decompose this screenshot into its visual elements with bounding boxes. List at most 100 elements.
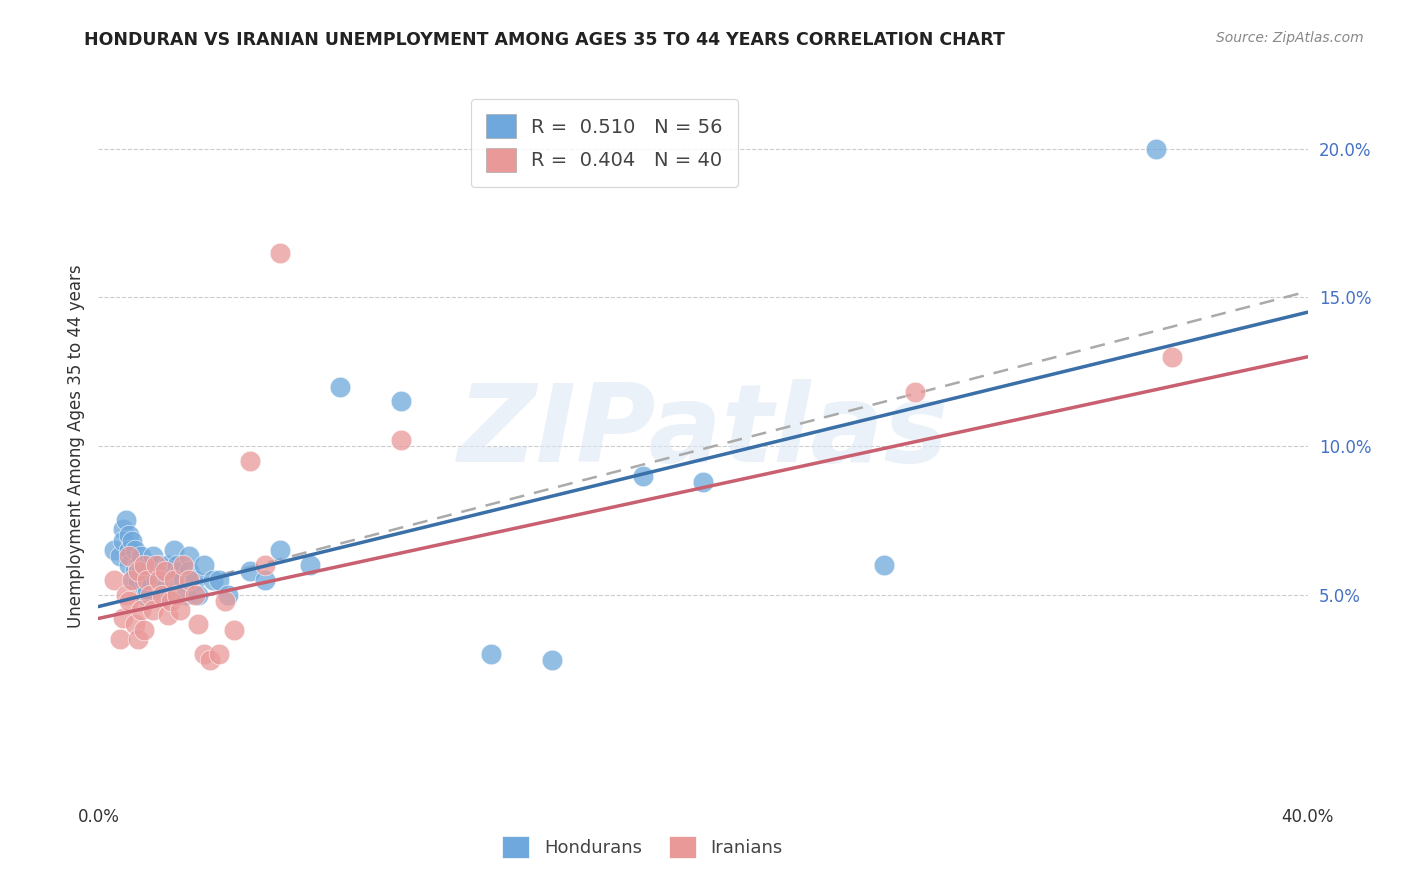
Point <box>160 593 183 607</box>
Point <box>202 573 225 587</box>
Point <box>121 534 143 549</box>
Point <box>118 549 141 563</box>
Point <box>187 588 209 602</box>
Point <box>166 588 188 602</box>
Point <box>124 617 146 632</box>
Point <box>156 608 179 623</box>
Point <box>1144 142 1167 156</box>
Point <box>179 564 201 578</box>
Point <box>481 647 503 661</box>
Point <box>179 549 201 563</box>
Point <box>187 617 209 632</box>
Legend: Hondurans, Iranians: Hondurans, Iranians <box>495 829 790 865</box>
Point <box>193 647 215 661</box>
Point <box>184 588 207 602</box>
Point <box>129 549 152 563</box>
Point <box>111 522 134 536</box>
Point <box>163 543 186 558</box>
Point <box>127 573 149 587</box>
Point <box>114 588 136 602</box>
Point <box>118 558 141 572</box>
Point <box>253 573 276 587</box>
Point <box>139 558 162 572</box>
Point <box>253 558 276 572</box>
Point <box>108 632 131 647</box>
Point <box>132 624 155 638</box>
Point <box>153 588 176 602</box>
Y-axis label: Unemployment Among Ages 35 to 44 years: Unemployment Among Ages 35 to 44 years <box>66 264 84 628</box>
Point <box>127 564 149 578</box>
Point <box>208 647 231 661</box>
Point <box>156 558 179 572</box>
Point <box>208 573 231 587</box>
Point <box>145 573 167 587</box>
Point <box>124 543 146 558</box>
Point <box>132 573 155 587</box>
Point <box>148 573 170 587</box>
Point <box>124 564 146 578</box>
Point <box>160 573 183 587</box>
Point <box>129 564 152 578</box>
Point <box>239 564 262 578</box>
Point <box>121 573 143 587</box>
Point <box>142 564 165 578</box>
Point <box>129 602 152 616</box>
Point <box>169 602 191 616</box>
Point <box>142 549 165 563</box>
Point <box>148 558 170 572</box>
Text: Source: ZipAtlas.com: Source: ZipAtlas.com <box>1216 31 1364 45</box>
Point <box>166 558 188 572</box>
Point <box>148 573 170 587</box>
Text: ZIPatlas: ZIPatlas <box>457 379 949 484</box>
Point <box>103 543 125 558</box>
Point <box>127 632 149 647</box>
Point <box>111 611 134 625</box>
Point <box>193 558 215 572</box>
Point <box>135 573 157 587</box>
Point <box>200 653 222 667</box>
Point <box>389 394 412 409</box>
Point <box>169 564 191 578</box>
Point <box>111 534 134 549</box>
Point <box>873 558 896 572</box>
Point <box>118 528 141 542</box>
Point <box>103 573 125 587</box>
Point <box>118 593 141 607</box>
Point <box>329 379 352 393</box>
Point <box>389 433 412 447</box>
Point <box>153 564 176 578</box>
Point <box>142 602 165 616</box>
Text: HONDURAN VS IRANIAN UNEMPLOYMENT AMONG AGES 35 TO 44 YEARS CORRELATION CHART: HONDURAN VS IRANIAN UNEMPLOYMENT AMONG A… <box>84 31 1005 49</box>
Point <box>145 558 167 572</box>
Point <box>172 558 194 572</box>
Point <box>174 588 197 602</box>
Point <box>150 588 173 602</box>
Point <box>184 573 207 587</box>
Point <box>904 385 927 400</box>
Point <box>150 564 173 578</box>
Point <box>172 573 194 587</box>
Point <box>132 588 155 602</box>
Point <box>1160 350 1182 364</box>
Point <box>135 564 157 578</box>
Point <box>135 582 157 596</box>
Point <box>631 468 654 483</box>
Point <box>108 549 131 563</box>
Point <box>692 475 714 489</box>
Point <box>114 513 136 527</box>
Point <box>224 624 246 638</box>
Point <box>118 543 141 558</box>
Point <box>217 588 239 602</box>
Point <box>269 245 291 260</box>
Point <box>139 588 162 602</box>
Point <box>132 558 155 572</box>
Point <box>540 653 562 667</box>
Point <box>121 573 143 587</box>
Point <box>179 573 201 587</box>
Point <box>299 558 322 572</box>
Point <box>269 543 291 558</box>
Point <box>139 573 162 587</box>
Point <box>163 573 186 587</box>
Point <box>239 454 262 468</box>
Point <box>214 593 236 607</box>
